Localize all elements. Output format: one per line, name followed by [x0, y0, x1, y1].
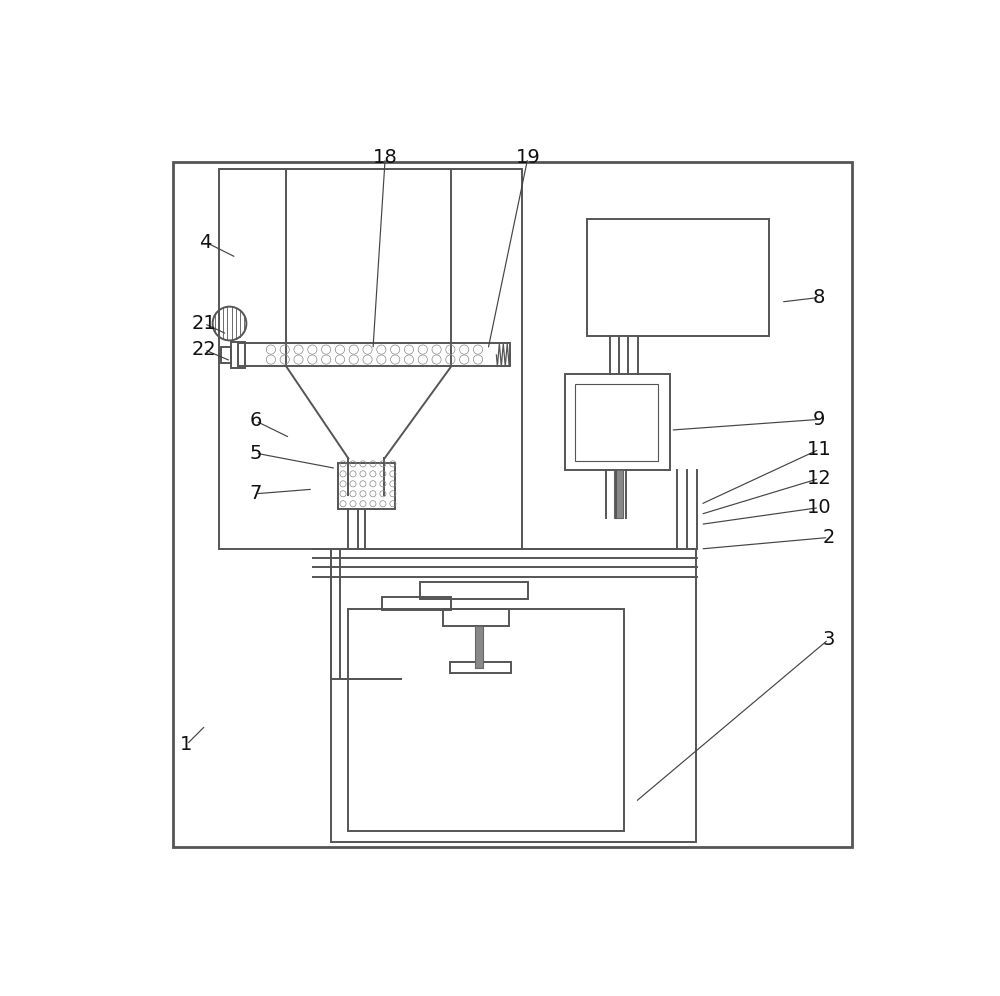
Text: 11: 11 [807, 440, 832, 459]
Bar [238, 344, 510, 367]
Bar [614, 470, 623, 518]
Bar [338, 463, 395, 509]
Bar [348, 609, 624, 832]
Text: 4: 4 [200, 233, 212, 252]
Text: 1: 1 [180, 735, 193, 754]
Text: 9: 9 [813, 410, 825, 429]
Text: 22: 22 [192, 340, 217, 360]
Text: 19: 19 [515, 148, 540, 167]
Text: 8: 8 [813, 288, 825, 307]
Bar [219, 169, 522, 549]
Text: 2: 2 [822, 528, 835, 547]
Bar [221, 347, 231, 364]
Text: 7: 7 [249, 484, 262, 503]
Text: 10: 10 [807, 498, 832, 517]
Bar [475, 625, 483, 668]
Text: 6: 6 [249, 411, 262, 430]
Bar [575, 384, 658, 461]
Bar [331, 549, 696, 842]
Text: 18: 18 [373, 148, 398, 167]
Bar [420, 582, 528, 599]
Text: 5: 5 [249, 443, 262, 462]
Bar [450, 661, 511, 673]
Text: 12: 12 [807, 469, 832, 488]
Bar [565, 374, 670, 470]
Text: 3: 3 [822, 630, 835, 649]
Bar [231, 342, 245, 368]
Text: 21: 21 [192, 314, 217, 333]
Bar [382, 597, 451, 611]
Bar [587, 219, 769, 336]
Bar [173, 161, 852, 847]
Bar [443, 609, 509, 625]
